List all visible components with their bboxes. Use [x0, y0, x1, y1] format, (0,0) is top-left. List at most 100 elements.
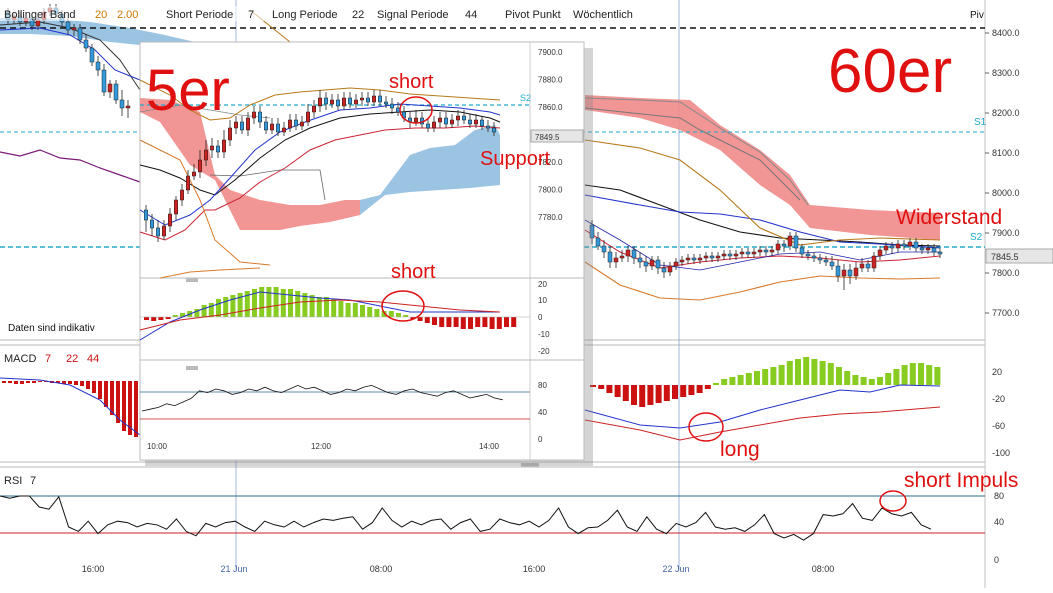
inset-macd-bar	[309, 295, 315, 317]
annotations: 60er 5er short Support short Widerstand …	[146, 37, 1018, 512]
inset-macd-bar	[338, 301, 344, 317]
inset-candle-body	[168, 213, 172, 227]
inset-macd-bar	[424, 317, 430, 323]
inset-macd-bar	[482, 317, 488, 327]
panel-resize-handle[interactable]	[521, 463, 539, 467]
macd-histogram-bar	[836, 367, 842, 385]
macd-signal-line	[584, 406, 941, 441]
inset-resize-handle[interactable]	[186, 278, 198, 282]
inset-macd-bar	[388, 311, 394, 317]
rsi-tick-label: 40	[994, 517, 1004, 527]
inset-candle-body	[276, 123, 280, 133]
macd-histogram-bar	[606, 385, 613, 393]
inset-macd-bar	[259, 287, 265, 317]
candle-body	[721, 253, 727, 257]
macd-histogram-bar	[770, 367, 777, 385]
macd-histogram-bar	[909, 363, 916, 385]
macd-histogram-bar	[639, 385, 646, 407]
inset-rsi-tick-label: 80	[538, 381, 547, 390]
macd-histogram-bar	[868, 379, 875, 385]
candle-body	[823, 259, 829, 263]
short-period-label: Short Periode	[166, 9, 233, 21]
macd-histogram-bar	[680, 385, 687, 397]
inset-price-tick-label: 7820.0	[538, 158, 563, 167]
inset-candle-body	[390, 103, 394, 109]
inset-candle-body	[282, 127, 286, 133]
candle-body	[757, 249, 763, 253]
candle-body	[625, 249, 631, 257]
price-tick-label: 7700.0	[992, 308, 1020, 318]
annotation-resistance: Widerstand	[896, 206, 1002, 229]
inset-macd-bar	[396, 313, 401, 317]
inset-macd-tick-label: -10	[538, 330, 550, 339]
inset-candle-body	[360, 97, 364, 101]
inset-candle-body	[432, 121, 436, 129]
macd-histogram-bar	[721, 379, 728, 385]
inset-macd-bar	[295, 291, 301, 317]
candle-body	[685, 257, 691, 261]
inset-candle-body	[198, 159, 202, 173]
inset-macd-bar	[489, 317, 495, 329]
inset-s2-label: S2	[520, 93, 531, 103]
time-axis: 16:00 21 Jun 08:00 16:00 22 Jun 08:00	[82, 564, 835, 574]
macd-histogram-bar	[80, 381, 84, 386]
inset-candle-body	[192, 171, 196, 177]
cloud-edge-line	[584, 107, 801, 201]
piv-corner-label: Piv	[970, 10, 984, 21]
inset-macd-bar	[280, 289, 286, 317]
inset-macd-line	[139, 291, 500, 341]
inset-macd-bar	[273, 287, 279, 317]
candle-body	[83, 39, 89, 49]
inset-ma-blue	[139, 103, 501, 226]
rsi-panel: RSI 7 80 40 0	[0, 475, 1004, 565]
inset-candle-body	[450, 119, 454, 125]
inset-candle-body	[294, 119, 298, 127]
inset-candle-body	[264, 121, 268, 131]
candle-body	[865, 263, 871, 269]
inset-time-axis: 10:00 12:00 14:00	[147, 442, 500, 451]
inset-bollinger-lower	[159, 267, 261, 279]
inset-macd-bar	[201, 305, 207, 317]
macd-line	[584, 384, 941, 429]
macd-histogram-bar	[893, 369, 900, 385]
macd-histogram-bar	[20, 381, 24, 384]
rsi-tick-label: 0	[994, 555, 999, 565]
inset-candle-body	[378, 95, 382, 103]
inset-macd-bar	[172, 315, 178, 317]
time-tick-label: 16:00	[523, 564, 546, 574]
inset-macd-bar	[468, 317, 473, 329]
macd-histogram-bar	[737, 375, 744, 385]
candle-body	[793, 235, 799, 249]
inset-macd-bar	[194, 309, 200, 317]
inset-macd-bar	[324, 297, 329, 317]
macd-histogram	[2, 357, 941, 437]
candle-body	[835, 265, 841, 277]
candle-body	[781, 243, 787, 247]
inset-candle-body	[348, 97, 352, 105]
inset-candle-body	[474, 119, 478, 125]
candle-body	[853, 267, 859, 277]
price-tick-label: 8100.0	[992, 148, 1020, 158]
macd-histogram-bar	[778, 365, 785, 385]
inset-macd-bar	[417, 317, 423, 321]
inset-macd-bar	[252, 289, 257, 317]
inset-macd-bar	[446, 317, 452, 327]
macd-histogram-bar	[786, 361, 793, 385]
macd-histogram-bar	[622, 385, 629, 401]
ichimoku-cloud-red	[585, 95, 940, 240]
macd-histogram-bar	[827, 363, 834, 385]
ichimoku-cloud-blue	[0, 18, 195, 48]
macd-histogram-bar	[26, 381, 30, 383]
price-tick-label: 7900.0	[992, 228, 1020, 238]
macd-histogram-bar	[729, 377, 736, 385]
macd-p3: 44	[87, 353, 99, 365]
macd-panel: MACD 7 22 44 20 -20 -60 -100	[0, 353, 1010, 458]
macd-histogram-bar	[598, 385, 605, 389]
current-price-label: 7845.5	[991, 252, 1019, 262]
price-tick-label: 7800.0	[992, 268, 1020, 278]
macd-p1: 7	[45, 353, 51, 365]
bollinger-label: Bollinger Band	[4, 9, 76, 21]
candle-body	[661, 267, 667, 273]
inset-resize-handle[interactable]	[186, 366, 198, 370]
